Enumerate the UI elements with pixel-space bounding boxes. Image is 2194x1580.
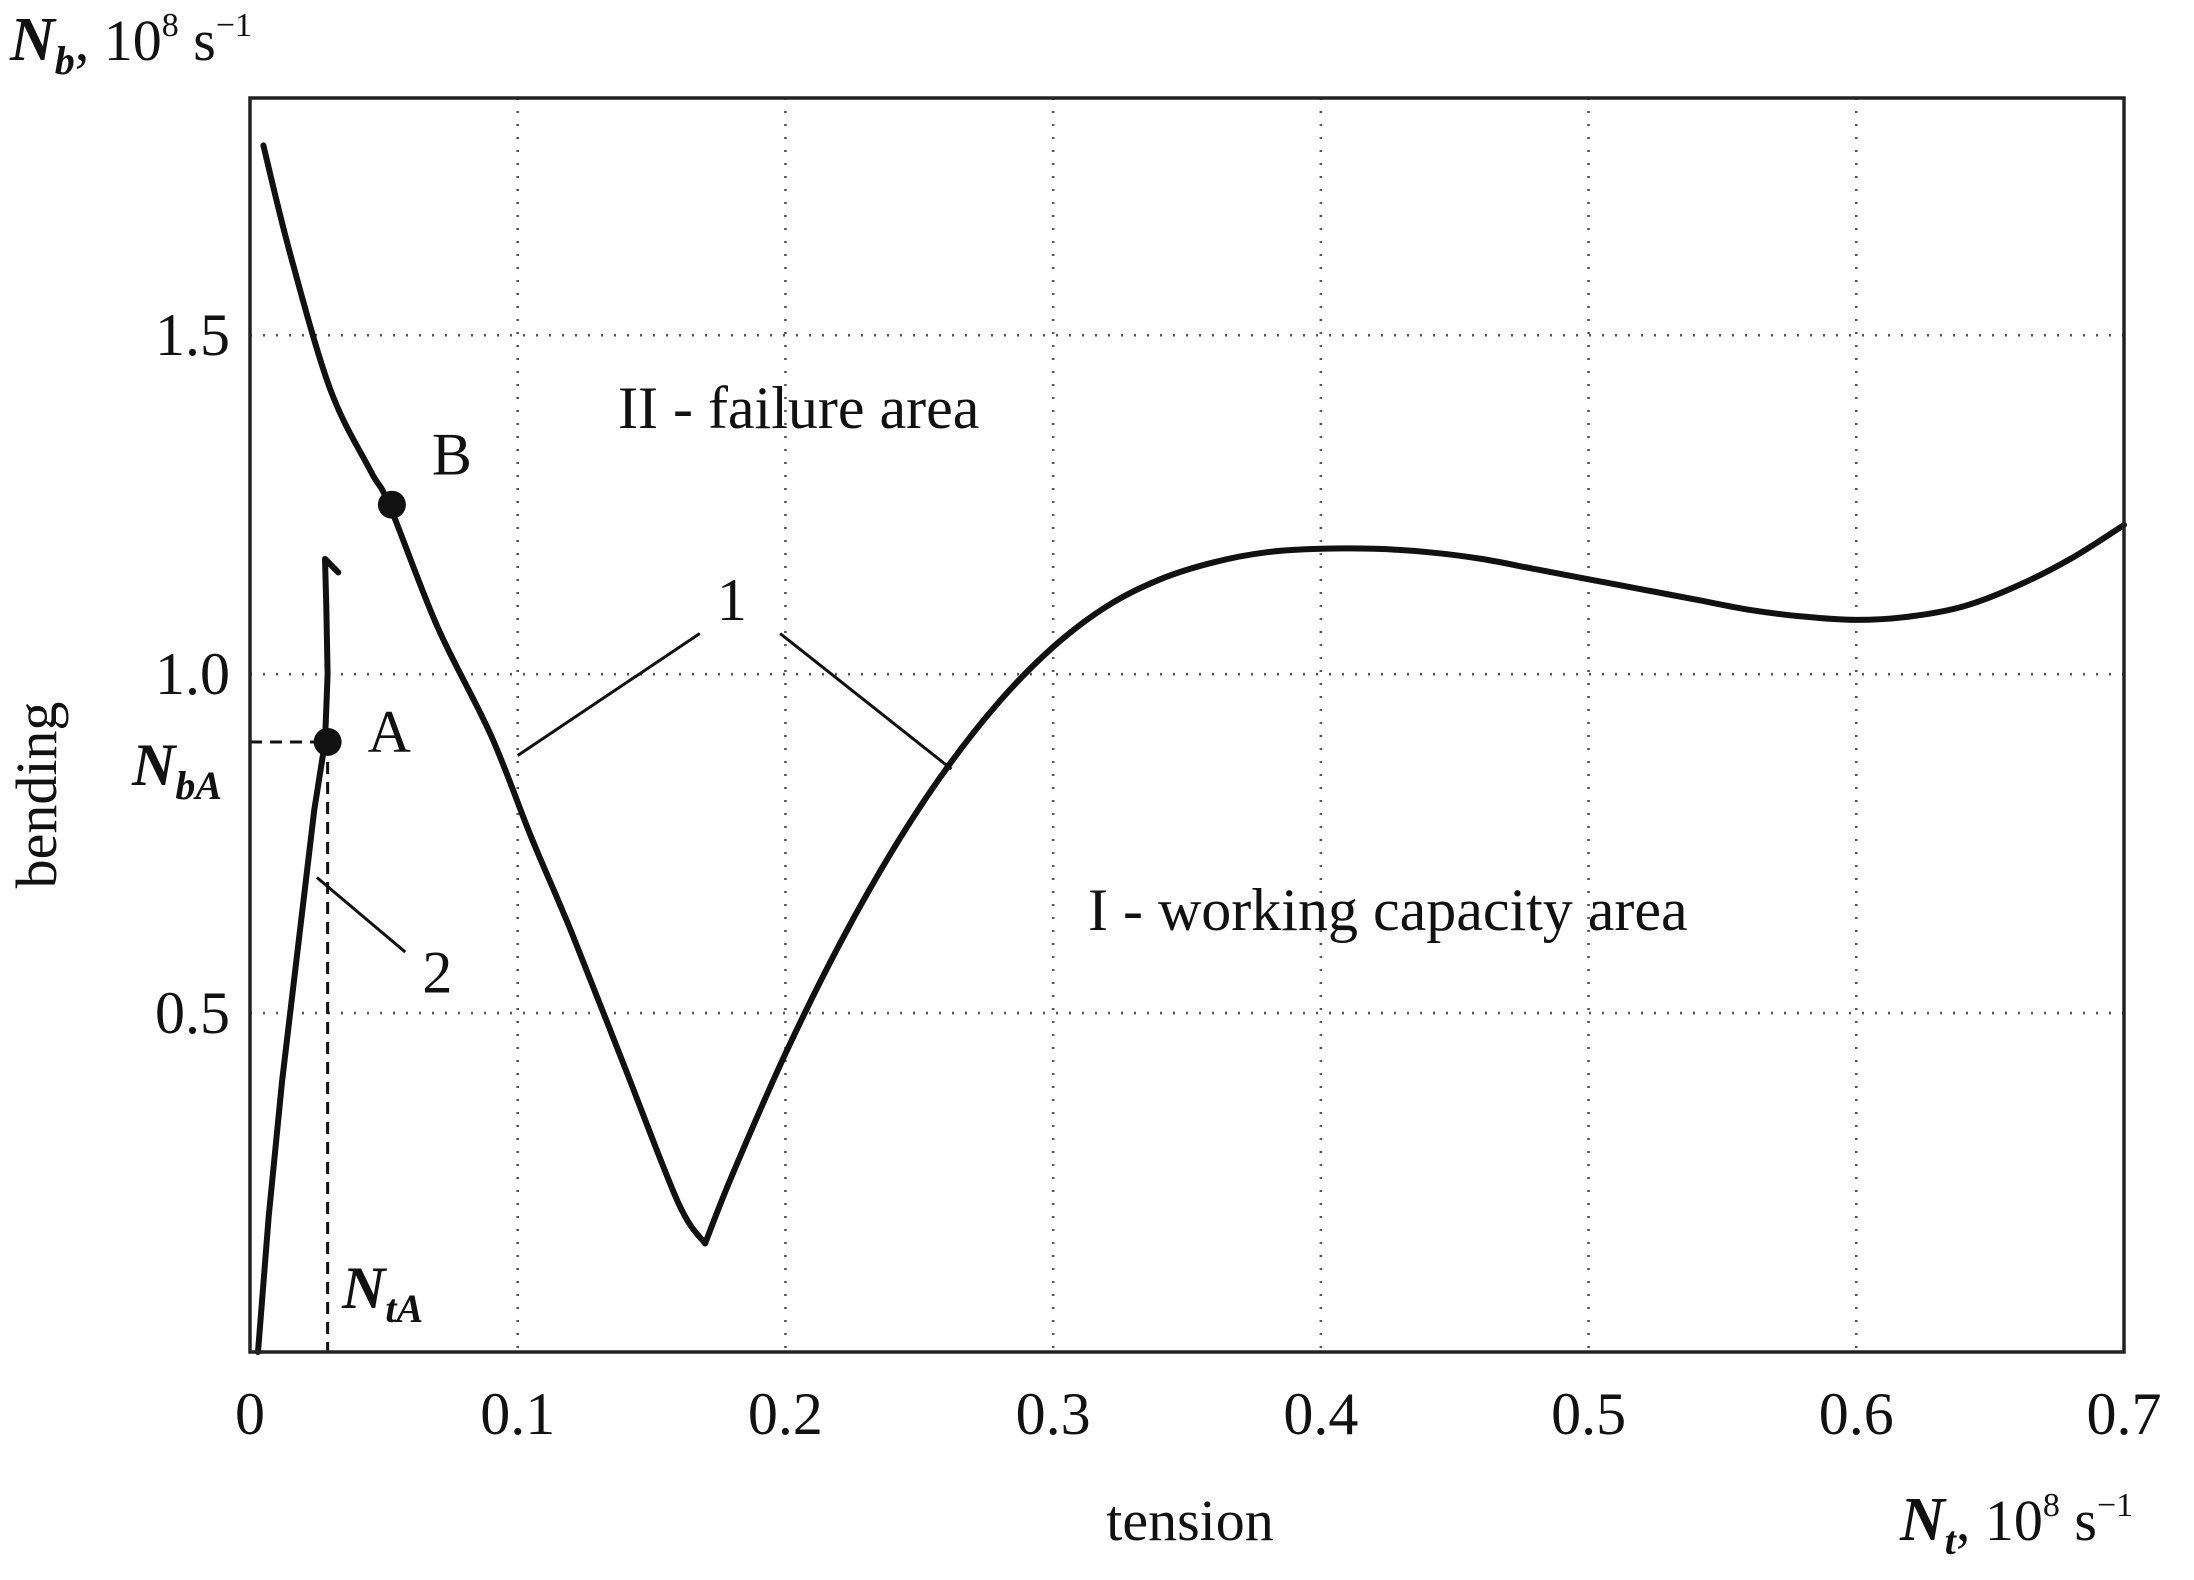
point-label-A: A [368, 699, 411, 765]
x-tick-label-2: 0.2 [748, 1381, 823, 1447]
plot-frame [248, 96, 2126, 1354]
x-axis-label: tension [1106, 1488, 1274, 1553]
x-tick-label-5: 0.5 [1551, 1381, 1626, 1447]
y-unit-label: Nb, 108 s−1 [9, 6, 252, 83]
x-unit-label: Nt, 108 s−1 [1899, 1486, 2133, 1563]
nba-label: NbA [131, 732, 222, 808]
failure-area-label: II - failure area [618, 375, 979, 441]
x-tick-label-0: 0 [235, 1381, 265, 1447]
series-line-2 [255, 555, 342, 1355]
point-label-B: B [432, 422, 472, 488]
series-line-1 [260, 142, 2127, 1247]
curve-1-leader-left [516, 632, 701, 757]
curve-2-label: 2 [422, 940, 452, 1006]
y-tick-label-2: 1.5 [155, 302, 230, 368]
x-tick-label-1: 0.1 [480, 1381, 555, 1447]
point-B [377, 490, 406, 519]
curve-1-leader-right [779, 632, 953, 771]
series-lines [255, 142, 2127, 1355]
grid-lines [250, 98, 2124, 1352]
x-tick-label-4: 0.4 [1283, 1381, 1358, 1447]
x-tick-label-3: 0.3 [1016, 1381, 1091, 1447]
y-axis-label: bending [4, 702, 69, 889]
x-tick-label-6: 0.6 [1819, 1381, 1894, 1447]
curve-2-leader [315, 876, 407, 954]
y-tick-label-1: 1.0 [155, 641, 230, 707]
working-area-label: I - working capacity area [1088, 877, 1688, 943]
nta-label: NtA [341, 1255, 423, 1331]
x-tick-label-7: 0.7 [2087, 1381, 2162, 1447]
y-tick-label-0: 0.5 [155, 980, 230, 1046]
annotations-overlay: A B 1 2 [250, 422, 953, 1352]
curve-1-label: 1 [717, 567, 747, 633]
tick-labels: 0 0.1 0.2 0.3 0.4 0.5 0.6 0.7 0.5 1.0 1.5 [155, 302, 2162, 1447]
